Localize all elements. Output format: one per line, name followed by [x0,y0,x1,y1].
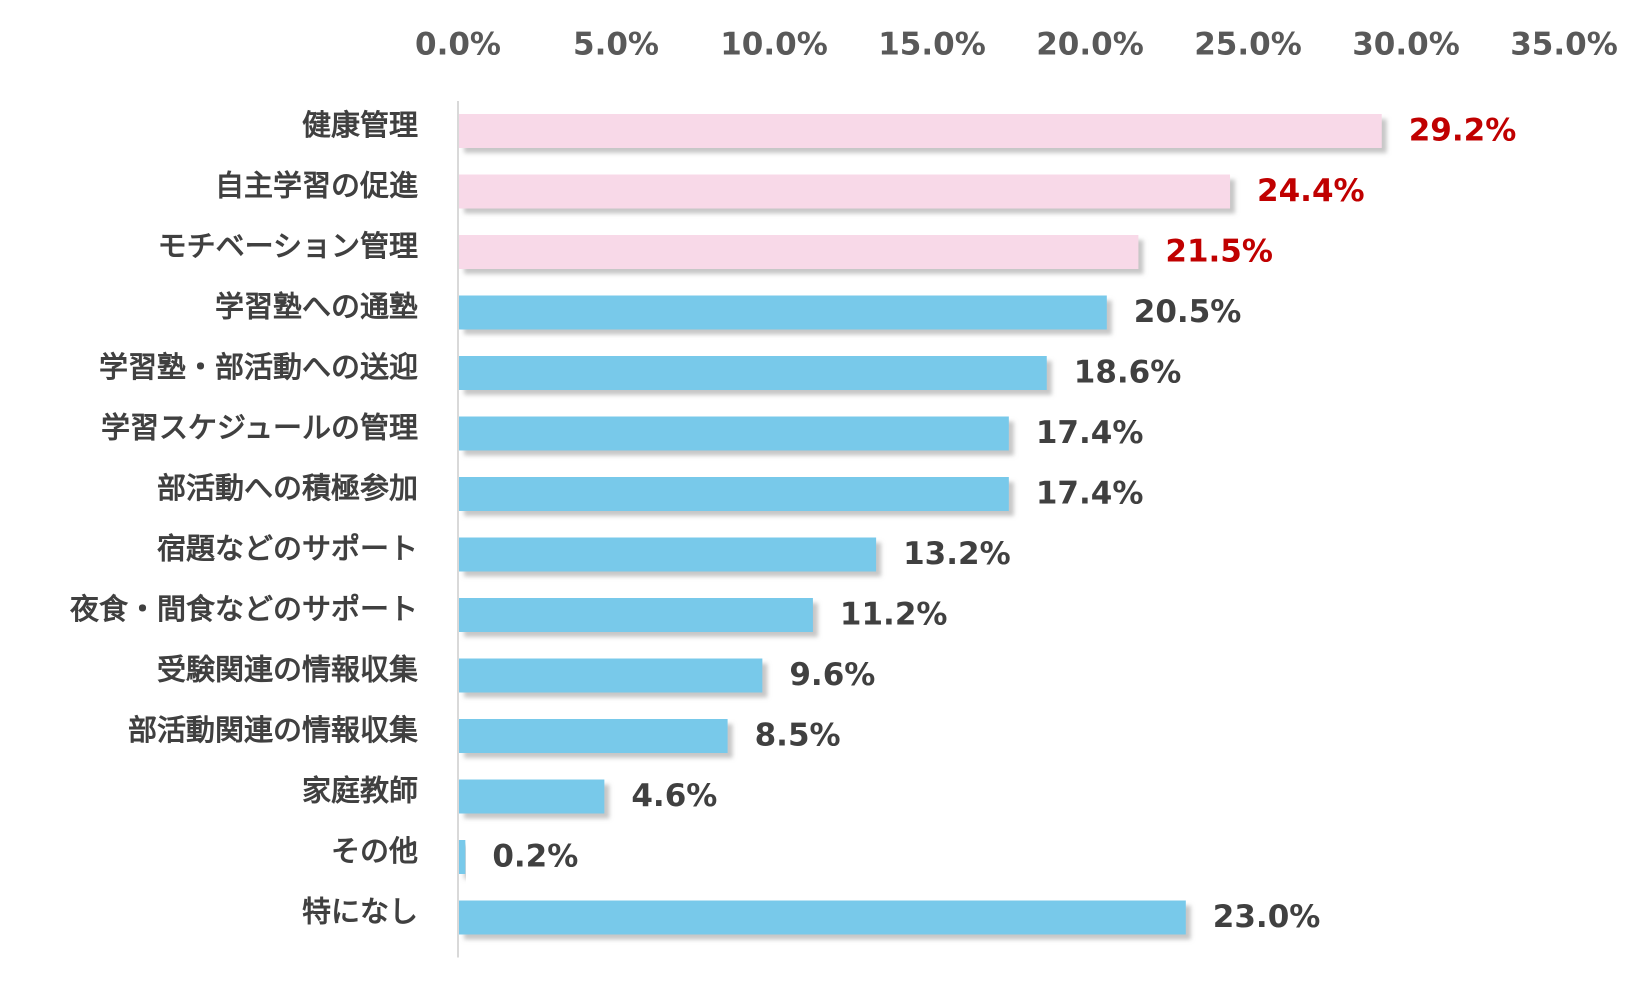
value-label: 24.4% [1257,173,1365,209]
value-label: 4.6% [631,778,717,814]
value-label: 29.2% [1409,113,1517,149]
x-tick-label: 5.0% [573,27,659,63]
bar [459,598,813,632]
category-label: 学習塾・部活動への送迎 [99,350,418,384]
category-label: その他 [331,834,418,868]
x-axis-ticks: 0.0% 5.0% 10.0% 15.0% 20.0% 25.0% 30.0% 35.0% [415,27,1618,63]
category-label: 宿題などのサポート [157,532,418,566]
bar [459,840,466,874]
value-label: 17.4% [1036,415,1144,451]
bar [459,174,1231,209]
value-label: 9.6% [789,657,875,693]
bar [459,900,1186,935]
bar [459,114,1382,148]
x-tick-label: 30.0% [1352,27,1460,63]
x-tick-label: 35.0% [1510,27,1618,63]
category-label: 学習塾への通塾 [215,290,418,324]
bar [459,719,728,753]
value-labels: 29.2% 24.4% 21.5% 20.5% 18.6% 17.4% 17.4% 13.2%… [492,113,1516,936]
category-label: 部活動への積極参加 [157,471,418,505]
value-label: 0.2% [492,839,578,875]
x-tick-label: 25.0% [1194,27,1302,63]
category-label: 健康管理 [302,108,418,142]
x-tick-label: 0.0% [415,27,501,63]
category-label: 学習スケジュールの管理 [101,411,418,445]
value-label: 13.2% [903,536,1011,572]
value-label: 21.5% [1165,234,1273,270]
bar [459,356,1047,390]
category-label: 家庭教師 [302,774,418,808]
bar [459,235,1139,269]
bars [459,114,1382,935]
category-label: 特になし [302,895,418,929]
bar [459,477,1009,511]
category-label: 受験関連の情報収集 [157,653,419,687]
bar [459,658,763,693]
x-tick-label: 20.0% [1036,27,1144,63]
category-label: 部活動関連の情報収集 [128,713,419,747]
bar [459,295,1107,330]
value-label: 23.0% [1213,899,1321,935]
value-label: 18.6% [1074,355,1182,391]
x-tick-label: 10.0% [720,27,828,63]
x-tick-label: 15.0% [878,27,986,63]
bar [459,416,1009,451]
bar [459,779,605,814]
category-label: モチベーション管理 [158,229,418,263]
category-labels: 健康管理自主学習の促進モチベーション管理学習塾への通塾学習塾・部活動への送迎学習… [69,108,419,929]
value-label: 20.5% [1134,294,1242,330]
bar [459,537,877,572]
value-label: 17.4% [1036,476,1144,512]
category-label: 自主学習の促進 [215,169,418,203]
value-label: 11.2% [840,597,948,633]
value-label: 8.5% [755,718,841,754]
category-label: 夜食・間食などのサポート [69,592,418,626]
